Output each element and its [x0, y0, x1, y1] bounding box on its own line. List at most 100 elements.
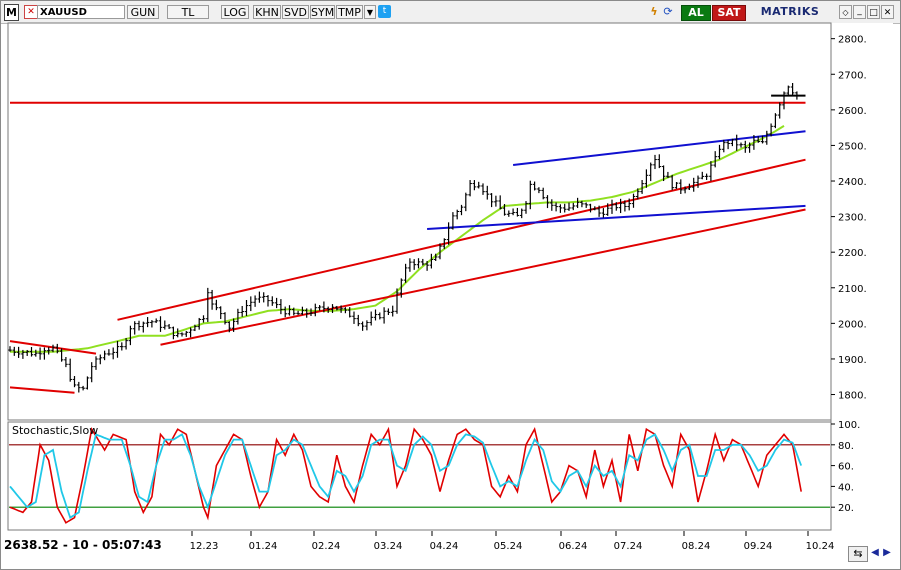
price-bar — [369, 311, 373, 326]
price-bar — [378, 312, 382, 320]
price-bar — [296, 310, 300, 315]
price-bar — [760, 135, 765, 144]
price-bar — [752, 135, 756, 150]
price-bar — [193, 324, 197, 332]
price-bar — [425, 260, 429, 271]
price-bar — [120, 342, 124, 351]
sync-icon[interactable]: ⟳ — [663, 5, 673, 18]
price-bar — [575, 197, 580, 209]
price-bar — [416, 258, 421, 269]
price-bar — [747, 142, 752, 153]
trendline-1 — [9, 386, 75, 394]
buy-button[interactable]: AL — [681, 5, 711, 21]
price-bar — [42, 347, 47, 360]
price-bar — [292, 307, 296, 316]
sym-button[interactable]: SYM — [310, 5, 335, 19]
price-bar — [395, 288, 399, 314]
price-bar — [597, 205, 601, 217]
stoch-tick-label: 40. — [838, 482, 854, 493]
price-bar — [464, 192, 468, 212]
price-bar — [107, 349, 111, 356]
price-bar — [550, 199, 554, 211]
period-button[interactable]: GUN — [127, 5, 159, 19]
price-bar — [610, 199, 614, 214]
price-bar — [16, 346, 21, 358]
price-bar — [485, 185, 490, 200]
time-tick-label: 08.24 — [682, 541, 711, 552]
price-bar — [343, 307, 348, 314]
price-bar — [154, 318, 158, 323]
log-scale-button[interactable]: LOG — [221, 5, 249, 19]
price-bar — [210, 289, 214, 310]
price-bar — [554, 202, 558, 212]
maximize-icon[interactable]: □ — [867, 5, 880, 19]
status-readout: 2638.52 - 10 - 05:07:43 — [4, 538, 162, 552]
price-bar — [421, 258, 425, 266]
price-bar — [704, 173, 709, 180]
price-bar — [390, 305, 395, 317]
price-bar — [472, 180, 477, 191]
autoscale-icon[interactable]: ⇆ — [848, 546, 868, 562]
price-bar — [700, 171, 705, 180]
price-bar — [72, 376, 77, 388]
price-bar — [373, 309, 378, 321]
options-icon[interactable]: ◇ — [839, 5, 852, 19]
lightning-icon[interactable]: ϟ — [650, 5, 658, 18]
price-bar — [330, 304, 335, 314]
price-bar — [709, 161, 713, 182]
template-button[interactable]: TMP — [336, 5, 363, 19]
price-bar — [790, 83, 795, 96]
chevron-down-icon[interactable]: ▼ — [364, 5, 376, 19]
price-bar — [365, 320, 369, 331]
app-menu-button[interactable]: M — [4, 4, 19, 21]
currency-button[interactable]: TL — [167, 5, 209, 19]
price-bar — [481, 183, 485, 195]
price-bar — [188, 327, 193, 338]
twitter-icon[interactable]: t — [378, 5, 391, 18]
price-bar — [261, 292, 266, 303]
price-bar — [335, 305, 339, 311]
price-bar — [511, 208, 515, 216]
price-bar — [408, 258, 412, 272]
price-bar — [46, 347, 51, 355]
price-bar — [322, 301, 326, 313]
price-bar — [476, 181, 481, 189]
scroll-left-icon[interactable]: ◀ — [871, 547, 879, 558]
price-bar — [614, 202, 619, 211]
time-tick-label: 06.24 — [559, 541, 588, 552]
price-bar — [59, 348, 64, 362]
symbol-input[interactable]: XAUUSD — [37, 5, 125, 19]
price-bar — [636, 188, 640, 200]
price-bar — [29, 346, 34, 357]
price-bar — [640, 179, 644, 194]
price-tick-label: 2300. — [838, 213, 867, 224]
price-bar — [666, 171, 670, 178]
close-icon[interactable]: ✕ — [881, 5, 894, 19]
brand-logo: MATRIKS — [760, 5, 820, 18]
price-bar — [124, 337, 128, 350]
price-bar — [674, 182, 679, 189]
price-tick-label: 2600. — [838, 106, 867, 117]
price-bar — [253, 295, 257, 307]
price-bar — [545, 195, 550, 209]
sell-button[interactable]: SAT — [712, 5, 746, 21]
price-bar — [442, 238, 447, 249]
price-bar — [283, 306, 287, 318]
scroll-right-icon[interactable]: ▶ — [883, 547, 891, 558]
price-bar — [356, 314, 361, 327]
price-bar — [562, 203, 567, 213]
price-bar — [163, 320, 167, 330]
price-bar — [236, 308, 240, 325]
price-bar — [515, 207, 520, 217]
price-bar — [85, 376, 90, 390]
axis-labels: 2800. 2700. 2600. 2500. 2400. 2300. 2200. 2100.… — [190, 35, 867, 552]
price-bar — [717, 144, 722, 160]
khn-button[interactable]: KHN — [253, 5, 281, 19]
minimize-icon[interactable]: _ — [853, 5, 866, 19]
svd-button[interactable]: SVD — [282, 5, 309, 19]
price-bar — [300, 306, 305, 315]
price-bar — [468, 180, 472, 197]
price-bar — [313, 303, 318, 317]
price-bar — [631, 193, 636, 208]
